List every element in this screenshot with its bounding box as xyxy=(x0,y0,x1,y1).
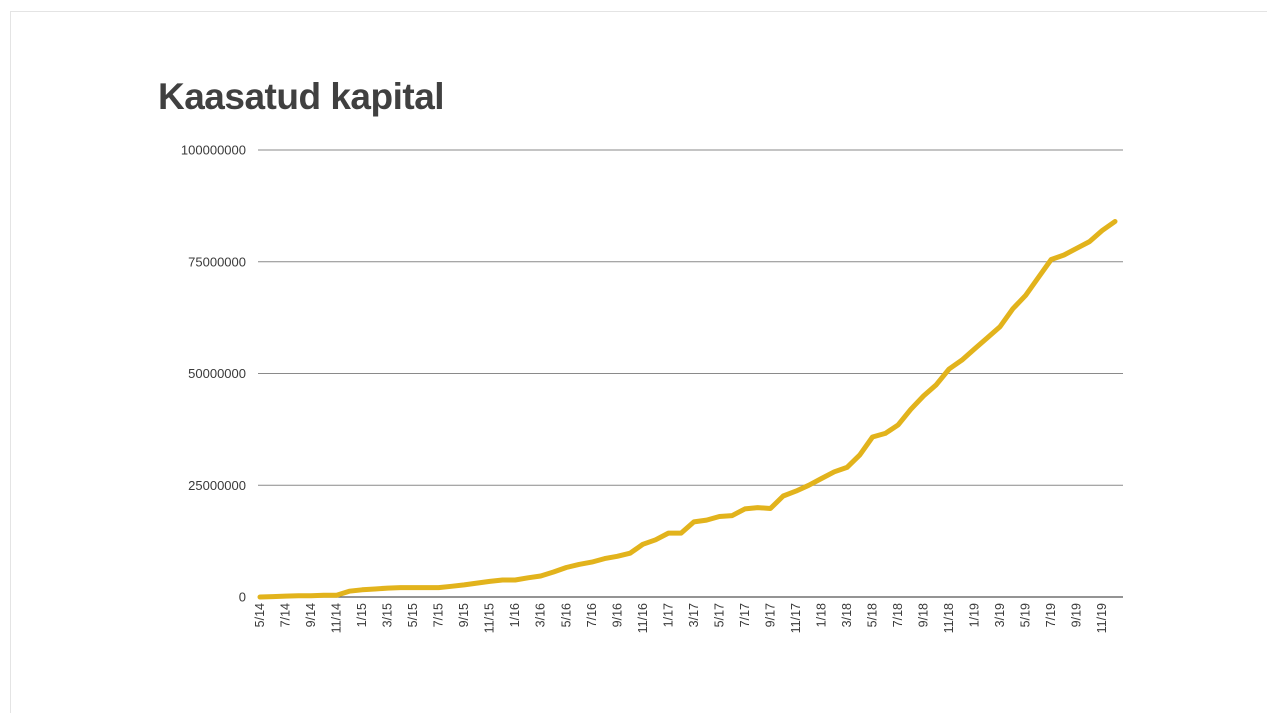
x-tick-label: 11/16 xyxy=(636,603,650,633)
y-tick-label: 50000000 xyxy=(188,366,246,381)
x-tick-label: 9/17 xyxy=(763,603,777,627)
x-tick-label: 3/19 xyxy=(993,603,1007,627)
x-tick-label: 1/19 xyxy=(968,603,982,627)
y-tick-label: 25000000 xyxy=(188,478,246,493)
x-tick-label: 9/14 xyxy=(304,603,318,627)
x-tick-label: 3/15 xyxy=(381,603,395,627)
gridlines xyxy=(258,149,1123,598)
x-tick-label: 5/16 xyxy=(559,603,573,627)
frame-top-border xyxy=(10,11,1267,12)
x-tick-label: 9/16 xyxy=(610,603,624,627)
x-tick-label: 7/17 xyxy=(738,603,752,627)
series-layer xyxy=(257,219,1118,600)
x-tick-label: 9/15 xyxy=(457,603,471,627)
x-tick-label: 5/19 xyxy=(1019,603,1033,627)
y-tick-label: 0 xyxy=(239,590,246,605)
x-tick-label: 3/18 xyxy=(840,603,854,627)
x-tick-label: 7/16 xyxy=(585,603,599,627)
y-axis-tick-labels: 0 25000000 50000000 75000000 100000000 xyxy=(181,143,246,605)
x-tick-label: 11/18 xyxy=(942,603,956,633)
y-tick-label: 75000000 xyxy=(188,254,246,269)
x-tick-label: 11/15 xyxy=(483,603,497,633)
x-tick-label: 7/19 xyxy=(1044,603,1058,627)
x-tick-label: 1/16 xyxy=(508,603,522,627)
x-tick-label: 5/15 xyxy=(406,603,420,627)
x-tick-label: 11/19 xyxy=(1095,603,1109,633)
y-tick-label: 100000000 xyxy=(181,143,246,158)
x-tick-label: 7/15 xyxy=(432,603,446,627)
x-tick-label: 3/16 xyxy=(534,603,548,627)
chart-title: Kaasatud kapital xyxy=(158,76,445,117)
x-tick-label: 3/17 xyxy=(687,603,701,627)
x-tick-label: 7/14 xyxy=(279,603,293,627)
x-tick-label: 9/18 xyxy=(917,603,931,627)
x-tick-label: 11/14 xyxy=(330,603,344,633)
x-tick-label: 7/18 xyxy=(891,603,905,627)
x-axis-tick-labels: 5/14 7/14 9/14 11/14 1/15 3/15 5/15 7/15 9/15 11/… xyxy=(253,603,1109,633)
x-tick-label: 5/17 xyxy=(712,603,726,627)
x-tick-label: 1/18 xyxy=(814,603,828,627)
series-line xyxy=(257,219,1118,600)
x-tick-label: 1/17 xyxy=(661,603,675,627)
x-tick-label: 11/17 xyxy=(789,603,803,633)
x-tick-label: 5/14 xyxy=(253,603,267,627)
x-tick-label: 5/18 xyxy=(866,603,880,627)
x-tick-label: 1/15 xyxy=(355,603,369,627)
frame-left-border xyxy=(10,11,11,713)
x-tick-label: 9/19 xyxy=(1070,603,1084,627)
